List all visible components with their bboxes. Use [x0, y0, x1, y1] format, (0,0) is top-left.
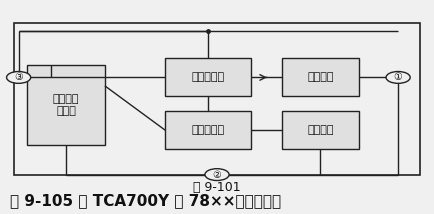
Circle shape — [205, 169, 229, 180]
Text: 过流保护: 过流保护 — [307, 72, 334, 82]
Text: 过热保护: 过热保护 — [307, 125, 334, 135]
Circle shape — [7, 71, 31, 83]
Text: 图 9-105 为 TCA700Y 和 78××系列配合使: 图 9-105 为 TCA700Y 和 78××系列配合使 — [10, 193, 281, 208]
Text: 干扰脉冲
调制器: 干扰脉冲 调制器 — [53, 94, 79, 116]
FancyBboxPatch shape — [165, 111, 251, 149]
FancyBboxPatch shape — [14, 22, 420, 175]
Circle shape — [386, 71, 410, 83]
FancyBboxPatch shape — [27, 65, 105, 145]
Text: 图 9-101: 图 9-101 — [193, 181, 241, 194]
FancyBboxPatch shape — [165, 58, 251, 97]
Text: ②: ② — [213, 169, 221, 180]
FancyBboxPatch shape — [282, 58, 359, 97]
Text: 误差放大器: 误差放大器 — [192, 125, 225, 135]
Text: 调整放大器: 调整放大器 — [192, 72, 225, 82]
FancyBboxPatch shape — [282, 111, 359, 149]
Text: ③: ③ — [14, 72, 23, 82]
Text: ①: ① — [394, 72, 402, 82]
